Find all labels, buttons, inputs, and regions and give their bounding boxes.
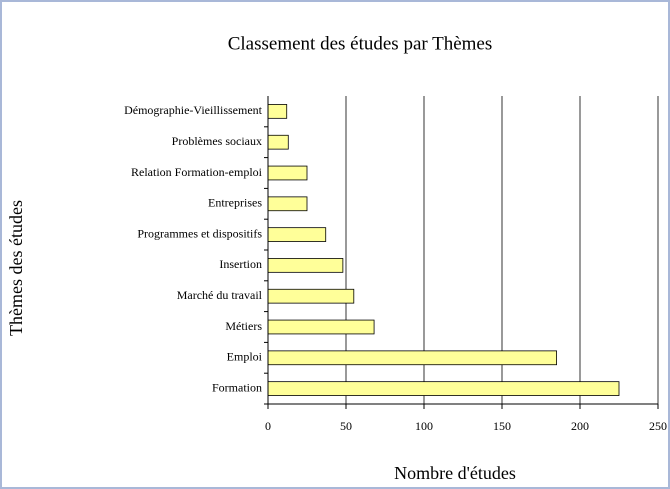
bar [267,227,327,242]
bar [267,196,308,212]
bar [267,381,620,396]
x-tick-label: 150 [493,419,511,433]
y-tick-label: Programmes et dispositifs [137,226,262,240]
bar [267,165,308,181]
y-tick-label: Marché du travail [177,288,263,302]
chart-title: Classement des études par Thèmes [228,33,493,54]
bar [267,104,288,119]
bar [267,319,375,335]
bar [267,350,558,366]
x-tick-label: 0 [265,419,271,433]
x-tick-label: 200 [571,419,589,433]
x-tick-label: 100 [415,419,433,433]
x-axis-label: Nombre d'études [394,463,516,483]
y-tick-label: Démographie-Vieillissement [124,103,263,117]
y-tick-label: Relation Formation-emploi [131,165,263,179]
bar [267,134,289,150]
bar [267,258,344,273]
x-tick-label: 250 [649,419,667,433]
y-tick-label: Entreprises [208,196,262,210]
y-tick-label: Insertion [219,257,262,271]
y-axis-label: Thèmes des études [6,200,26,336]
bar [267,288,355,304]
y-tick-label: Problèmes sociaux [172,134,262,148]
y-tick-label: Emploi [227,350,263,364]
y-tick-label: Formation [212,380,262,394]
x-tick-label: 50 [340,419,352,433]
y-tick-label: Métiers [225,319,262,333]
